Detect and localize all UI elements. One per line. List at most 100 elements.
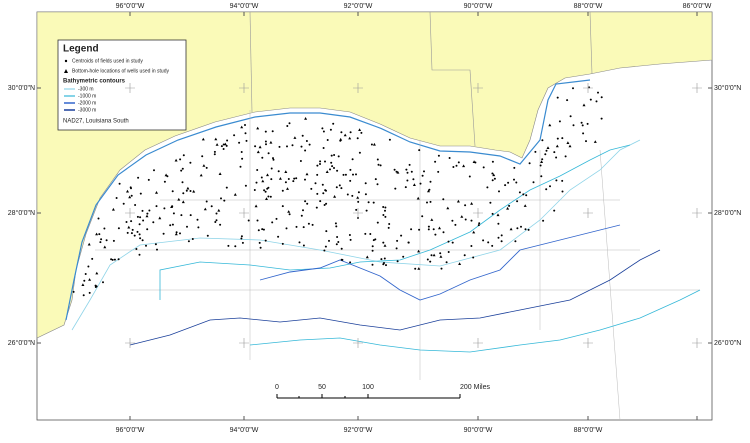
well-location [540,160,544,163]
field-centroid [333,154,336,156]
field-centroid [244,124,246,126]
block-grid [95,110,700,421]
legend-item: -1000 m [78,93,96,99]
field-centroid [372,239,375,242]
field-centroid [133,234,136,237]
field-centroid [141,209,144,212]
field-centroid [257,229,260,232]
field-centroid [464,218,467,221]
field-centroid [240,237,243,240]
graticule-cross [692,83,702,93]
field-centroid [349,238,352,241]
field-centroid [138,233,141,236]
field-centroid [367,201,370,204]
field-centroid [219,223,222,226]
field-centroid [308,143,311,146]
graticule-cross [692,208,702,218]
well-location [305,172,309,176]
field-centroid [329,128,332,131]
field-centroid [491,179,494,182]
field-centroid [153,169,155,172]
field-centroid [225,186,228,189]
field-centroid [487,241,490,244]
well-location [174,232,178,236]
field-centroid [181,167,184,170]
field-centroid [572,124,575,127]
field-centroid [383,257,386,260]
latitude-label: 26°0'0"N [8,339,35,347]
field-centroid [215,212,218,215]
field-centroid [371,245,374,248]
field-centroid [179,158,182,161]
field-centroid [357,191,360,194]
well-location [202,164,206,167]
field-centroid [364,193,367,196]
well-location [438,226,441,230]
well-location [548,123,552,127]
field-centroid [103,227,106,230]
legend-box [57,39,187,131]
well-location [127,225,131,229]
field-centroid [527,228,530,231]
land [36,11,713,339]
field-centroid [205,166,208,169]
field-centroid [384,215,387,218]
coast-offshore-line [65,79,591,321]
field-centroid [382,214,385,216]
field-centroid [346,193,349,196]
field-centroid [404,186,407,189]
field-centroid [136,230,139,233]
field-centroid [585,140,587,143]
field-centroid [447,251,450,253]
graticule-cross [473,83,483,93]
field-centroid [329,168,331,171]
well-location [145,214,149,218]
field-centroid [214,221,217,223]
field-centroid [245,139,248,142]
field-centroid [371,263,374,266]
graticule-cross [583,83,593,93]
field-centroid [470,245,473,247]
well-location [201,137,205,141]
well-location [432,253,436,257]
field-centroid [264,140,267,143]
well-location [304,117,308,120]
legend-item: -300 m [78,86,94,92]
latitude-label: 30°0'0"N [714,84,741,92]
field-centroid [497,236,500,239]
field-centroid [541,158,544,161]
field-centroid [191,238,194,240]
field-centroid [97,217,100,220]
field-centroid [300,145,303,148]
field-centroid [272,157,274,160]
scale-label: 200 Miles [460,384,490,391]
field-centroid [91,257,94,260]
field-centroid [439,252,442,255]
field-centroid [525,194,528,197]
field-centroid [342,173,345,176]
field-centroid [336,169,339,172]
field-centroid [146,228,149,231]
field-centroid [451,241,454,244]
graticule-cross [353,208,363,218]
field-centroid [452,166,455,168]
field-centroid [271,221,274,224]
field-centroid [597,91,599,94]
field-centroid [72,290,75,293]
field-centroid [100,238,103,241]
field-centroid [340,247,343,250]
field-centroid [569,115,572,118]
field-centroid [305,140,308,142]
field-centroid [269,195,272,198]
contour-2000 [259,224,621,301]
field-centroid [254,145,257,148]
field-centroid [437,170,440,173]
scale-label: 0 [275,384,279,391]
graticule-cross [239,83,249,93]
field-centroid [513,178,515,181]
field-centroid [418,228,421,231]
field-centroid [82,294,85,297]
field-centroid [288,213,291,216]
field-centroid [267,195,270,198]
field-centroid [405,168,408,171]
